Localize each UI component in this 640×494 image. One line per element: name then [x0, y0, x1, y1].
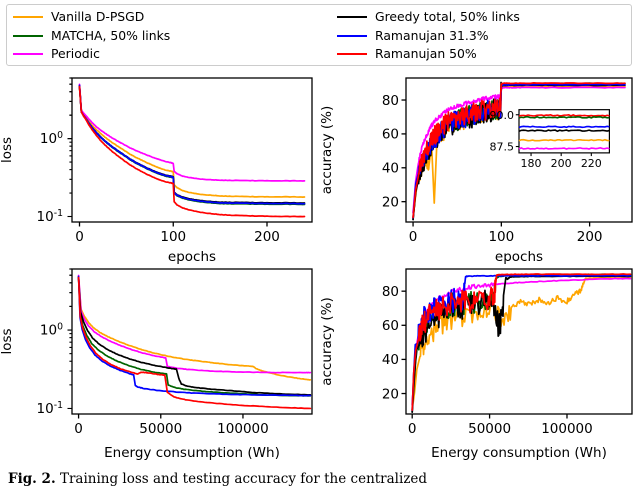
legend-column-1: Vanilla D-PSGD MATCHA, 50% links Periodic [13, 8, 170, 64]
svg-text:60: 60 [382, 127, 399, 143]
legend-swatch-greedy [337, 16, 367, 19]
svg-text:87.5: 87.5 [490, 141, 515, 154]
figure-legend: Vanilla D-PSGD MATCHA, 50% links Periodic … [6, 4, 632, 66]
svg-text:100: 100 [40, 130, 63, 147]
legend-label-matcha: MATCHA, 50% links [51, 27, 171, 43]
chart-accuracy-vs-energy: 0 50000 100000 20 40 60 80 Energy consumption (… [320, 255, 640, 460]
legend-column-2: Greedy total, 50% links Ramanujan 31.3% Ra… [337, 8, 520, 64]
svg-text:100: 100 [40, 322, 63, 339]
svg-text:epochs: epochs [495, 249, 543, 264]
caption-text: Training loss and testing accuracy for t… [59, 471, 428, 487]
legend-label-ram50: Ramanujan 50% [375, 46, 477, 62]
svg-text:180: 180 [521, 157, 542, 170]
svg-text:Energy consumption (Wh): Energy consumption (Wh) [431, 445, 607, 460]
legend-label-periodic: Periodic [51, 46, 100, 62]
legend-item-ram50: Ramanujan 50% [337, 45, 520, 64]
svg-text:0: 0 [74, 421, 83, 437]
chart-accuracy-vs-epochs: 0 100 200 20 40 60 80 epochs accuracy (%) 180 200 2… [320, 64, 640, 264]
svg-text:200: 200 [254, 229, 280, 245]
legend-swatch-ram313 [337, 34, 367, 37]
svg-text:80: 80 [382, 93, 399, 109]
svg-text:50000: 50000 [468, 421, 511, 437]
svg-text:40: 40 [382, 352, 399, 368]
svg-text:20: 20 [382, 386, 399, 402]
legend-swatch-vanilla [13, 16, 43, 19]
legend-item-vanilla: Vanilla D-PSGD [13, 8, 170, 27]
legend-label-greedy: Greedy total, 50% links [375, 9, 520, 25]
svg-text:0: 0 [408, 421, 417, 437]
legend-label-vanilla: Vanilla D-PSGD [51, 9, 145, 25]
svg-text:epochs: epochs [168, 249, 216, 264]
svg-text:60: 60 [382, 318, 399, 334]
svg-text:loss: loss [0, 328, 15, 354]
svg-text:10-1: 10-1 [37, 208, 64, 225]
svg-text:220: 220 [581, 157, 602, 170]
svg-text:40: 40 [382, 161, 399, 177]
legend-swatch-ram50 [337, 53, 367, 56]
svg-text:Energy consumption (Wh): Energy consumption (Wh) [104, 445, 280, 460]
svg-text:90.0: 90.0 [490, 109, 515, 122]
legend-label-ram313: Ramanujan 31.3% [375, 27, 489, 43]
figure-caption: Fig. 2. Training loss and testing accura… [8, 470, 632, 494]
caption-prefix: Fig. 2. [8, 471, 56, 487]
legend-swatch-periodic [13, 53, 43, 56]
legend-item-matcha: MATCHA, 50% links [13, 27, 170, 46]
svg-text:80: 80 [382, 284, 399, 300]
svg-text:50000: 50000 [139, 421, 182, 437]
svg-text:100: 100 [160, 229, 186, 245]
svg-text:10-1: 10-1 [37, 400, 64, 417]
svg-text:200: 200 [551, 157, 572, 170]
svg-text:0: 0 [75, 229, 84, 245]
legend-swatch-matcha [13, 34, 43, 37]
svg-text:accuracy (%): accuracy (%) [320, 297, 335, 386]
svg-text:100000: 100000 [541, 421, 593, 437]
svg-text:loss: loss [0, 137, 15, 163]
svg-text:100000: 100000 [217, 421, 269, 437]
svg-text:100: 100 [488, 229, 514, 245]
svg-text:20: 20 [382, 194, 399, 210]
legend-item-greedy: Greedy total, 50% links [337, 8, 520, 27]
svg-text:0: 0 [409, 229, 418, 245]
chart-loss-vs-energy: 0 50000 100000 100 10-1 Energy consumption (W… [0, 255, 320, 460]
svg-text:200: 200 [577, 229, 603, 245]
svg-text:accuracy (%): accuracy (%) [320, 106, 335, 195]
legend-item-periodic: Periodic [13, 45, 170, 64]
legend-item-ram313: Ramanujan 31.3% [337, 27, 520, 46]
chart-loss-vs-epochs: 0 100 200 100 10-1 epochs loss [0, 64, 320, 264]
